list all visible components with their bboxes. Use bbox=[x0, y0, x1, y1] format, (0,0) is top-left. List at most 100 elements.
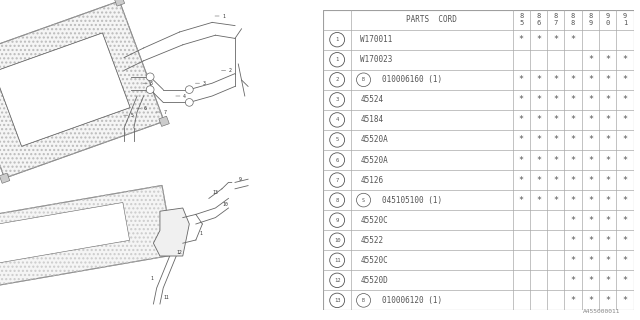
Text: 45520D: 45520D bbox=[360, 276, 388, 285]
Text: 45524: 45524 bbox=[360, 95, 383, 104]
Circle shape bbox=[186, 86, 193, 93]
Text: *: * bbox=[605, 75, 610, 84]
Text: 5: 5 bbox=[131, 113, 133, 118]
Text: W170023: W170023 bbox=[360, 55, 393, 64]
Text: *: * bbox=[605, 236, 610, 245]
Text: *: * bbox=[588, 256, 593, 265]
Text: B: B bbox=[362, 298, 365, 303]
Text: *: * bbox=[536, 156, 541, 164]
Text: W170011: W170011 bbox=[360, 35, 393, 44]
Text: B: B bbox=[362, 77, 365, 82]
Text: *: * bbox=[605, 216, 610, 225]
Text: *: * bbox=[605, 95, 610, 104]
Text: *: * bbox=[623, 156, 627, 164]
Text: *: * bbox=[623, 256, 627, 265]
Polygon shape bbox=[159, 116, 170, 126]
Text: 5: 5 bbox=[335, 138, 339, 142]
Text: 045105100 (1): 045105100 (1) bbox=[382, 196, 442, 204]
Text: 2: 2 bbox=[228, 68, 231, 73]
Text: *: * bbox=[536, 196, 541, 204]
Circle shape bbox=[186, 99, 193, 106]
Text: 3: 3 bbox=[335, 97, 339, 102]
Text: *: * bbox=[605, 176, 610, 185]
Text: *: * bbox=[518, 116, 524, 124]
Text: *: * bbox=[588, 276, 593, 285]
Text: *: * bbox=[623, 276, 627, 285]
Text: *: * bbox=[553, 156, 558, 164]
Text: *: * bbox=[588, 55, 593, 64]
Text: 9: 9 bbox=[588, 20, 593, 26]
Text: 10: 10 bbox=[334, 238, 340, 243]
Text: 1: 1 bbox=[335, 37, 339, 42]
Text: *: * bbox=[623, 95, 627, 104]
Text: *: * bbox=[623, 135, 627, 144]
Text: 1: 1 bbox=[150, 276, 153, 281]
Text: 5: 5 bbox=[519, 20, 524, 26]
Text: 7: 7 bbox=[163, 109, 166, 115]
Text: *: * bbox=[605, 196, 610, 204]
Text: *: * bbox=[588, 216, 593, 225]
Text: *: * bbox=[553, 116, 558, 124]
Text: 45520C: 45520C bbox=[360, 256, 388, 265]
Text: 45522: 45522 bbox=[360, 236, 383, 245]
Polygon shape bbox=[0, 203, 130, 265]
Text: 8: 8 bbox=[150, 81, 153, 86]
Text: 6: 6 bbox=[335, 157, 339, 163]
Text: 8: 8 bbox=[536, 13, 541, 19]
Text: 7: 7 bbox=[554, 20, 558, 26]
Text: *: * bbox=[571, 256, 575, 265]
Text: *: * bbox=[536, 176, 541, 185]
Text: *: * bbox=[605, 116, 610, 124]
Text: PARTS  CORD: PARTS CORD bbox=[406, 15, 457, 24]
Text: *: * bbox=[623, 176, 627, 185]
Text: 1: 1 bbox=[199, 231, 202, 236]
Text: *: * bbox=[518, 176, 524, 185]
Text: 2: 2 bbox=[335, 77, 339, 82]
Text: 0: 0 bbox=[605, 20, 610, 26]
Text: *: * bbox=[571, 116, 575, 124]
Text: 8: 8 bbox=[571, 20, 575, 26]
Text: 4: 4 bbox=[183, 93, 186, 99]
Text: 8: 8 bbox=[571, 13, 575, 19]
Text: *: * bbox=[571, 135, 575, 144]
Text: *: * bbox=[553, 95, 558, 104]
Text: *: * bbox=[588, 196, 593, 204]
Polygon shape bbox=[0, 33, 130, 146]
Text: *: * bbox=[588, 176, 593, 185]
Text: 010006160 (1): 010006160 (1) bbox=[382, 75, 442, 84]
Text: *: * bbox=[518, 135, 524, 144]
Polygon shape bbox=[0, 33, 130, 146]
Text: *: * bbox=[571, 296, 575, 305]
Text: 11: 11 bbox=[334, 258, 340, 263]
Text: 9: 9 bbox=[238, 177, 241, 182]
Text: *: * bbox=[518, 75, 524, 84]
Text: *: * bbox=[623, 75, 627, 84]
Text: *: * bbox=[588, 75, 593, 84]
Text: *: * bbox=[536, 75, 541, 84]
Text: 9: 9 bbox=[623, 13, 627, 19]
Text: 1: 1 bbox=[335, 57, 339, 62]
Text: 6: 6 bbox=[143, 106, 147, 111]
Text: *: * bbox=[536, 35, 541, 44]
Text: 4: 4 bbox=[335, 117, 339, 122]
Text: 12: 12 bbox=[176, 250, 182, 255]
Text: *: * bbox=[536, 95, 541, 104]
Text: *: * bbox=[553, 196, 558, 204]
Text: *: * bbox=[623, 236, 627, 245]
Text: 12: 12 bbox=[334, 278, 340, 283]
Text: *: * bbox=[588, 296, 593, 305]
Text: *: * bbox=[623, 116, 627, 124]
Text: A455000011: A455000011 bbox=[583, 308, 621, 314]
Text: 8: 8 bbox=[335, 198, 339, 203]
Text: *: * bbox=[623, 196, 627, 204]
Text: *: * bbox=[623, 216, 627, 225]
Polygon shape bbox=[154, 208, 189, 256]
Circle shape bbox=[146, 86, 154, 93]
Text: *: * bbox=[553, 35, 558, 44]
Text: *: * bbox=[588, 116, 593, 124]
Text: *: * bbox=[623, 55, 627, 64]
Text: *: * bbox=[553, 176, 558, 185]
Text: 8: 8 bbox=[554, 13, 558, 19]
Text: *: * bbox=[571, 216, 575, 225]
Polygon shape bbox=[0, 1, 164, 178]
